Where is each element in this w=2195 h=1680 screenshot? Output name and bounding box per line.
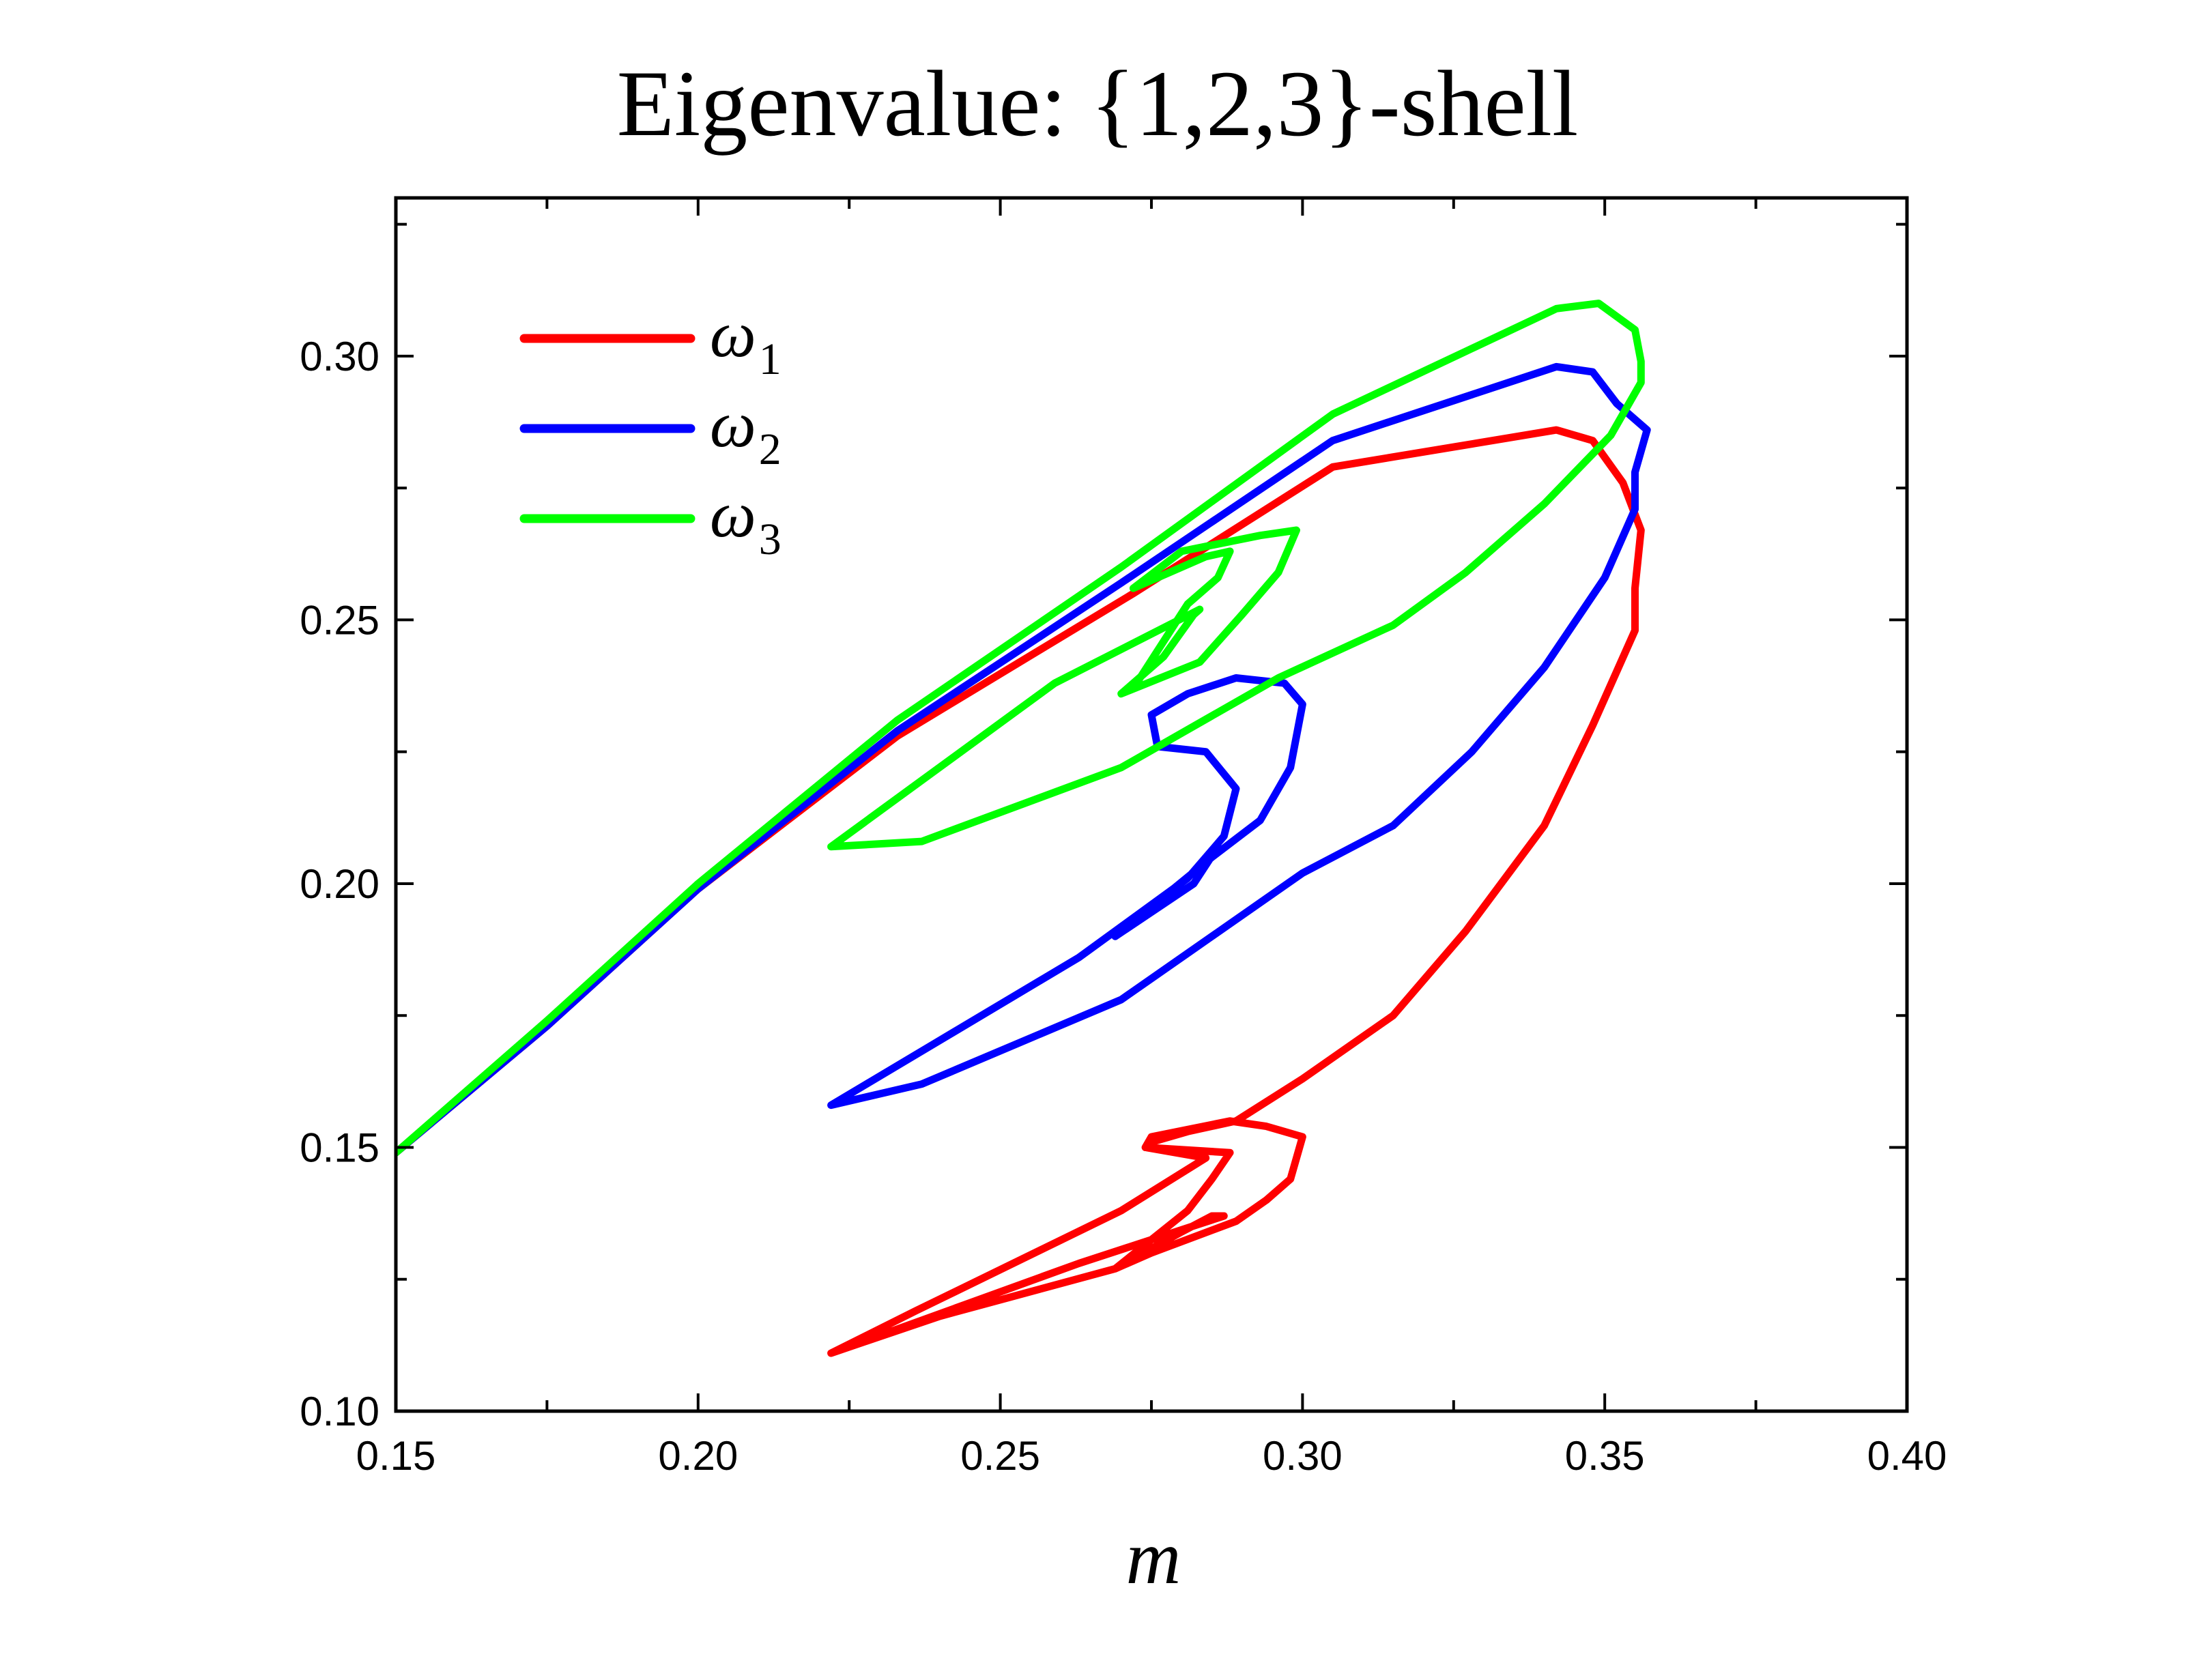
- x-tick-labels: 0.15 0.20 0.25 0.30 0.35 0.40: [356, 1433, 1947, 1479]
- x-tick-label: 0.20: [658, 1433, 738, 1479]
- axis-ticks: [394, 198, 1908, 1413]
- y-tick-labels: 0.10 0.15 0.20 0.25 0.30: [300, 334, 379, 1434]
- y-tick-label: 0.20: [300, 861, 379, 907]
- legend-label-omega-3: ω3: [710, 478, 781, 564]
- series-line-omega-3: [396, 300, 1645, 1157]
- x-axis-label: m: [1126, 1516, 1181, 1600]
- series-line-omega-1: [396, 426, 1645, 1357]
- legend-subscript: 1: [759, 334, 781, 384]
- legend-label-omega-2: ω2: [710, 388, 781, 474]
- legend-symbol: ω: [710, 478, 756, 551]
- x-tick-label: 0.35: [1565, 1433, 1645, 1479]
- x-tick-label: 0.25: [960, 1433, 1040, 1479]
- legend-symbol: ω: [710, 388, 756, 461]
- x-tick-label: 0.40: [1867, 1433, 1947, 1479]
- x-tick-label: 0.15: [356, 1433, 436, 1479]
- plot-series: [396, 300, 1651, 1357]
- y-tick-label: 0.10: [300, 1389, 379, 1434]
- y-tick-label: 0.15: [300, 1125, 379, 1170]
- y-tick-label: 0.30: [300, 334, 379, 379]
- legend-subscript: 2: [759, 424, 781, 474]
- x-tick-label: 0.30: [1263, 1433, 1343, 1479]
- chart-title: Eigenvalue: {1,2,3}-shell: [617, 51, 1579, 156]
- legend-symbol: ω: [710, 298, 756, 371]
- legend-subscript: 3: [759, 515, 781, 564]
- y-tick-label: 0.25: [300, 597, 379, 643]
- legend-label-omega-1: ω1: [710, 298, 781, 384]
- series-line-omega-2: [396, 362, 1651, 1157]
